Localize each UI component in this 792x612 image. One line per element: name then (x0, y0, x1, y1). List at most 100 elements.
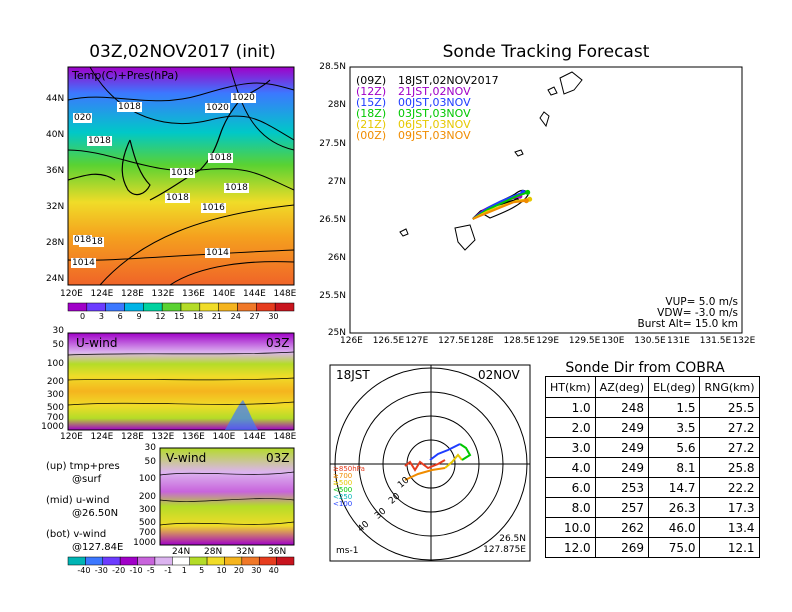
vwind-p-tick: 200 (138, 492, 156, 502)
table-cell: 262 (594, 517, 650, 538)
wind-colorbar-swatch (258, 556, 277, 566)
table-cell: 3.5 (648, 417, 701, 438)
pressure-legend-item: ≥500 (333, 479, 353, 487)
pressure-legend-item: <250 (333, 493, 353, 501)
wind-colorbar-swatch (189, 556, 208, 566)
colorbar-swatch (180, 302, 201, 312)
table-cell: 248 (594, 397, 650, 418)
isobar-label: 1018 (87, 136, 112, 146)
colorbar-label: 30 (268, 312, 279, 321)
map-lon-tick: 148E (273, 289, 297, 299)
table-cell: 46.0 (648, 517, 701, 538)
track-lat-tick: 28.5N (319, 62, 346, 72)
uwind-p-tick: 200 (46, 377, 64, 387)
table-cell: 1.0 (545, 397, 596, 418)
vwind-lat-tick: 32N (236, 547, 255, 557)
colorbar-label: 18 (193, 312, 204, 321)
wind-colorbar-swatch (206, 556, 225, 566)
map-lat-tick: 44N (46, 94, 65, 104)
polar-lon: 127.875E (483, 545, 526, 555)
table-cell: 1.5 (648, 397, 701, 418)
map-lat-tick: 40N (46, 130, 65, 140)
map-field-label: Temp(C)+Pres(hPa) (72, 69, 179, 82)
temp-colorbar (67, 302, 295, 312)
table-row: 12.0 269 75.0 12.1 (545, 537, 760, 558)
table-header: EL(deg) (648, 376, 701, 398)
wind-colorbar-label: -20 (112, 566, 126, 575)
note-mid: (mid) u-wind (46, 495, 110, 506)
table-header: HT(km) (545, 376, 596, 398)
track-legend-time: 03JST,03NOV (398, 107, 471, 120)
map-lat-tick: 36N (46, 166, 65, 176)
pressure-legend-item: <500 (333, 486, 353, 494)
uwind-p-tick: 500 (46, 403, 64, 413)
uwind-p-tick: 300 (46, 390, 64, 400)
uwind-p-tick: 700 (46, 413, 64, 423)
wind-colorbar-label: -10 (129, 566, 143, 575)
uwind-lon-tick: 120E (60, 432, 83, 442)
wind-colorbar-label: -1 (164, 566, 173, 575)
map-lat-tick: 32N (46, 202, 65, 212)
table-row: 4.0 249 8.1 25.8 (545, 457, 760, 478)
wind-colorbar-label: 10 (216, 566, 227, 575)
polar-lat: 26.5N (499, 534, 526, 544)
track-lat-tick: 26N (327, 253, 346, 263)
track-legend-run: (00Z) (356, 129, 387, 142)
colorbar-swatch (86, 302, 106, 312)
burst-text: Burst Alt= 15.0 km (637, 318, 738, 330)
colorbar-label: 0 (80, 312, 86, 321)
track-lon-tick: 130.5E (634, 336, 666, 346)
table-cell: 13.4 (699, 517, 760, 538)
colorbar-swatch (105, 302, 125, 312)
table-cell: 17.3 (699, 497, 760, 518)
colorbar-label: 21 (211, 312, 223, 321)
pressure-legend-item: ≥700 (333, 472, 353, 480)
uwind-lon-tick: 136E (182, 432, 205, 442)
note-bot: (bot) v-wind (46, 529, 107, 540)
isobar-label: 1018 (117, 102, 142, 112)
track-lon-tick: 128.5E (503, 336, 535, 346)
uwind-lon-tick: 132E (151, 432, 175, 442)
note-mid2: @26.50N (72, 508, 119, 519)
track-legend-run: (21Z) (356, 118, 387, 131)
panel-notes: (up) tmp+pres @surf (mid) u-wind @26.50N… (46, 460, 123, 554)
pressure-legend-item: ≥850hPa (333, 465, 365, 473)
track-lon-tick: 126.5E (372, 336, 405, 346)
uwind-lon-tick: 124E (90, 432, 114, 442)
vwind-lat-tick: 36N (268, 547, 287, 557)
table-cell: 2.0 (545, 417, 596, 438)
map-lon-tick: 124E (90, 289, 114, 299)
colorbar-swatch (256, 302, 276, 312)
map-title: 03Z,02NOV2017 (init) (89, 42, 276, 62)
track-lat-tick: 27N (327, 177, 346, 187)
colorbar-swatch (237, 302, 257, 312)
table-cell: 25.8 (699, 457, 760, 478)
table-cell: 5.6 (648, 437, 701, 458)
table-cell: 8.1 (648, 457, 701, 478)
track-endpoint (523, 198, 529, 204)
track-lat-tick: 25.5N (319, 291, 346, 301)
track-legend-run: (15Z) (356, 96, 387, 109)
colorbar-label: 27 (249, 312, 260, 321)
wind-colorbar-swatch (67, 556, 86, 566)
track-lon-tick: 131.5E (699, 336, 732, 346)
track-lat-tick: 26.5N (319, 215, 346, 225)
uwind-section (67, 332, 295, 431)
table-cell: 10.0 (545, 517, 596, 538)
colorbar-swatch (161, 302, 182, 312)
track-title: Sonde Tracking Forecast (442, 42, 650, 62)
track-lon-tick: 130E (601, 336, 625, 346)
vwind-p-tick: 30 (144, 443, 156, 453)
cobra-table: HT(km) AZ(deg) EL(deg) RNG(km) 1.0 248 1.5 25.… (545, 376, 760, 558)
wind-colorbar-swatch (276, 556, 295, 566)
colorbar-label: 6 (117, 312, 123, 321)
isobar-label: 020 (73, 113, 93, 123)
map-lon-tick: 140E (212, 289, 236, 299)
wind-colorbar-swatch (85, 556, 104, 566)
wind-colorbar-swatch (241, 556, 260, 566)
track-panel (349, 66, 743, 334)
vwind-p-tick: 100 (138, 474, 156, 484)
vwind-p-tick: 500 (138, 518, 156, 528)
vwind-lat-tick: 24N (172, 547, 191, 557)
